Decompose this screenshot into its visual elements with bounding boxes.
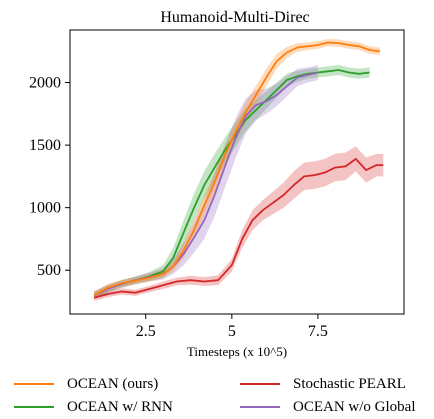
legend-label-stochastic-pearl: Stochastic PEARL bbox=[293, 375, 406, 392]
legend-item-stochastic-pearl: Stochastic PEARL bbox=[240, 374, 406, 394]
legend-swatch-ocean-rnn bbox=[14, 406, 54, 408]
chart: Humanoid-Multi-Direc 2.5 5 7.5 500 1000 1500… bbox=[29, 9, 405, 359]
legend-label-ocean-ours: OCEAN (ours) bbox=[67, 375, 159, 392]
series-bands bbox=[94, 38, 384, 301]
plot-frame bbox=[69, 29, 405, 315]
line-stochastic-pearl bbox=[93, 157, 384, 299]
y-tick-label: 1500 bbox=[29, 137, 61, 154]
x-tick-label: 7.5 bbox=[308, 323, 328, 340]
x-tick-label: 2.5 bbox=[136, 323, 156, 340]
legend-item-ocean-ours: OCEAN (ours) bbox=[14, 374, 158, 394]
legend-swatch-ocean-ours bbox=[14, 383, 54, 385]
legend: OCEAN (ours) Stochastic PEARL OCEAN w/ R… bbox=[0, 368, 434, 419]
legend-label-ocean-rnn: OCEAN w/ RNN bbox=[67, 398, 173, 415]
legend-swatch-ocean-wo-global bbox=[240, 406, 280, 408]
series-lines bbox=[93, 41, 384, 299]
y-tick-label: 2000 bbox=[29, 75, 61, 92]
x-axis-ticks: 2.5 5 7.5 bbox=[136, 314, 328, 340]
legend-swatch-stochastic-pearl bbox=[240, 383, 280, 385]
chart-title: Humanoid-Multi-Direc bbox=[160, 9, 309, 26]
legend-label-ocean-wo-global: OCEAN w/o Global bbox=[293, 398, 416, 415]
line-ocean-ours bbox=[93, 41, 381, 296]
x-axis-label: Timesteps (x 10^5) bbox=[187, 344, 287, 359]
x-tick-label: 5 bbox=[228, 323, 236, 340]
y-tick-label: 1000 bbox=[29, 200, 61, 217]
band-stochastic-pearl bbox=[94, 146, 384, 301]
legend-item-ocean-rnn: OCEAN w/ RNN bbox=[14, 397, 173, 417]
y-tick-label: 500 bbox=[37, 262, 61, 279]
legend-item-ocean-wo-global: OCEAN w/o Global bbox=[240, 397, 416, 417]
y-axis-ticks: 500 1000 1500 2000 bbox=[29, 75, 70, 279]
